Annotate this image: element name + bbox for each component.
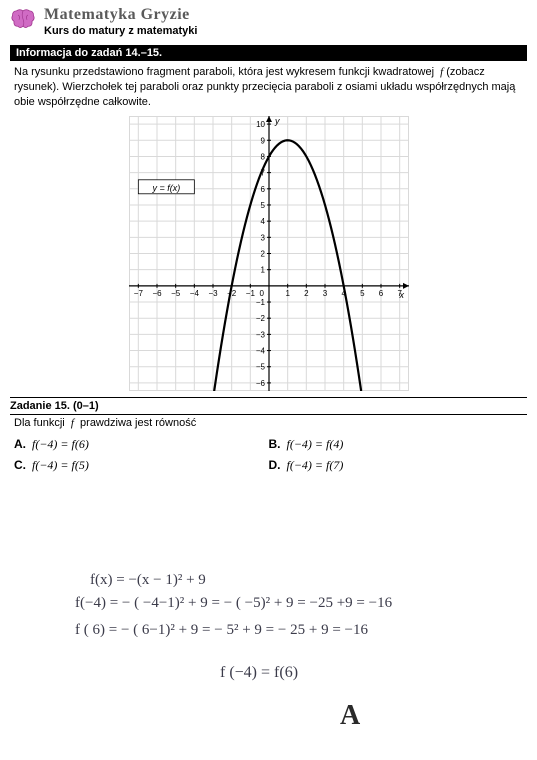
svg-text:1: 1 xyxy=(260,265,265,274)
svg-text:−6: −6 xyxy=(152,288,162,297)
choice-d: D.f(−4) = f(7) xyxy=(269,458,524,473)
svg-text:−4: −4 xyxy=(255,346,265,355)
handwriting-line-3: f ( 6) = − ( 6−1)² + 9 = − 5² + 9 = − 25… xyxy=(75,622,368,639)
svg-text:3: 3 xyxy=(260,233,265,242)
task-heading-bar: Zadanie 15. (0–1) xyxy=(10,397,527,415)
svg-text:−7: −7 xyxy=(133,288,143,297)
site-title: Matematyka Gryzie xyxy=(44,6,197,24)
choice-c: C.f(−4) = f(5) xyxy=(14,458,269,473)
task-heading: Zadanie 15. (0–1) xyxy=(10,400,99,412)
svg-text:−6: −6 xyxy=(255,378,265,387)
svg-text:3: 3 xyxy=(322,288,327,297)
title-block: Matematyka Gryzie Kurs do matury z matem… xyxy=(44,6,197,37)
svg-text:y: y xyxy=(274,116,280,126)
svg-text:−3: −3 xyxy=(255,330,265,339)
svg-text:8: 8 xyxy=(260,152,265,161)
parabola-plot: −7−6−5−4−3−2−112345670−6−5−4−3−2−1123456… xyxy=(129,116,409,391)
svg-text:10: 10 xyxy=(256,120,265,129)
handwriting-line-1: f(x) = −(x − 1)² + 9 xyxy=(90,572,206,589)
intro-text: Na rysunku przedstawiono fragment parabo… xyxy=(14,65,523,110)
svg-text:0: 0 xyxy=(259,288,264,297)
svg-text:−3: −3 xyxy=(208,288,218,297)
svg-text:y = f(x): y = f(x) xyxy=(151,182,180,192)
svg-text:6: 6 xyxy=(378,288,383,297)
task-stem: Dla funkcji f prawdziwa jest równość xyxy=(14,417,523,429)
page-header: Matematyka Gryzie Kurs do matury z matem… xyxy=(0,0,537,41)
choices: A.f(−4) = f(6) B.f(−4) = f(4) C.f(−4) = … xyxy=(14,437,523,473)
choice-b: B.f(−4) = f(4) xyxy=(269,437,524,452)
svg-text:−1: −1 xyxy=(245,288,255,297)
svg-text:2: 2 xyxy=(260,249,265,258)
handwriting-line-4: f (−4) = f(6) xyxy=(220,664,298,682)
svg-text:−5: −5 xyxy=(255,362,265,371)
info-bar: Informacja do zadań 14.–15. xyxy=(10,45,527,61)
choice-b-text: f(−4) = f(4) xyxy=(287,437,344,452)
svg-text:−1: −1 xyxy=(255,298,265,307)
handwriting-answer-letter: A xyxy=(340,700,360,732)
svg-text:6: 6 xyxy=(260,184,265,193)
svg-text:1: 1 xyxy=(285,288,290,297)
choice-d-text: f(−4) = f(7) xyxy=(287,458,344,473)
choice-c-text: f(−4) = f(5) xyxy=(32,458,89,473)
svg-text:9: 9 xyxy=(260,136,265,145)
svg-text:4: 4 xyxy=(260,217,265,226)
handwriting-line-2: f(−4) = − ( −4−1)² + 9 = − ( −5)² + 9 = … xyxy=(75,595,392,612)
chart-container: −7−6−5−4−3−2−112345670−6−5−4−3−2−1123456… xyxy=(0,116,537,391)
svg-text:−5: −5 xyxy=(171,288,181,297)
brain-icon xyxy=(10,8,36,30)
choice-a: A.f(−4) = f(6) xyxy=(14,437,269,452)
svg-text:5: 5 xyxy=(360,288,365,297)
site-subtitle: Kurs do matury z matematyki xyxy=(44,25,197,37)
svg-text:5: 5 xyxy=(260,201,265,210)
svg-text:x: x xyxy=(398,289,404,299)
choice-a-text: f(−4) = f(6) xyxy=(32,437,89,452)
svg-text:2: 2 xyxy=(304,288,309,297)
svg-text:−2: −2 xyxy=(255,314,265,323)
svg-text:−4: −4 xyxy=(189,288,199,297)
